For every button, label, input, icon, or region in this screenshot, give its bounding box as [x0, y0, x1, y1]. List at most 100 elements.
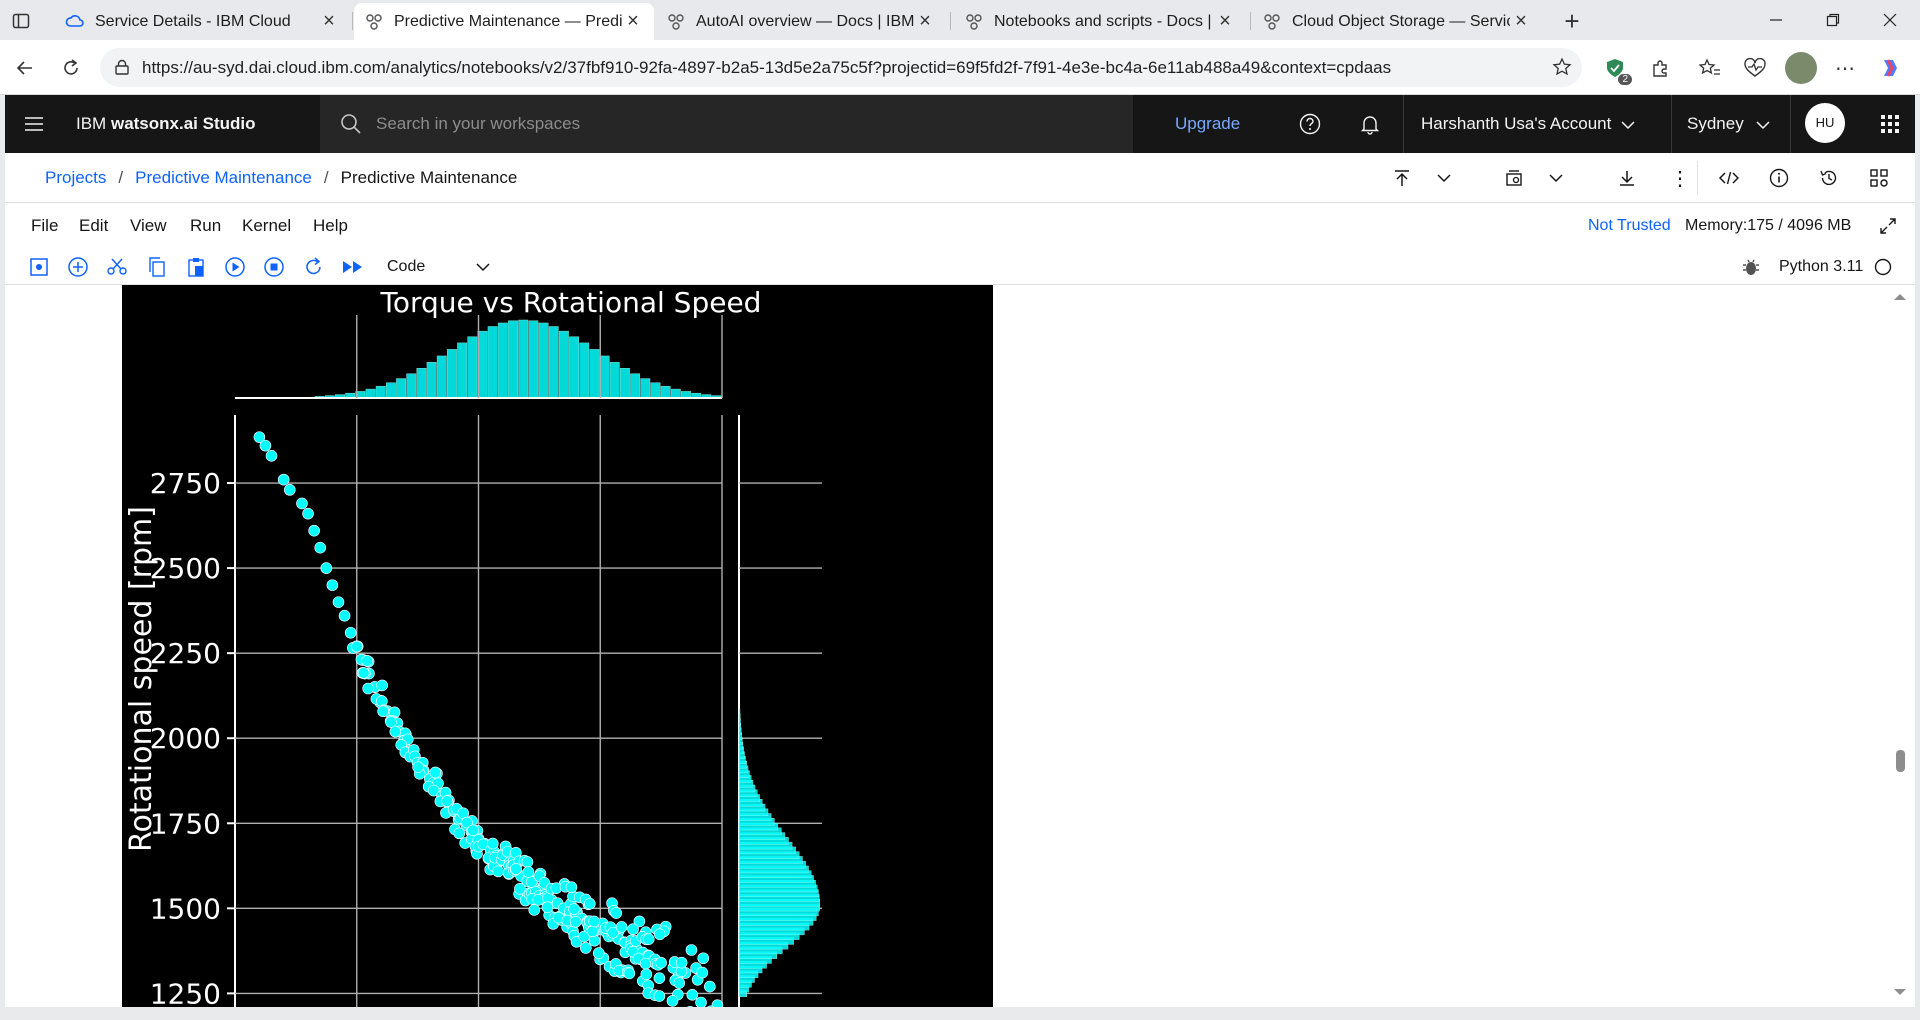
url-field[interactable]: https://au-syd.dai.cloud.ibm.com/analyti…	[100, 48, 1582, 87]
close-tab-icon[interactable]: ×	[919, 10, 931, 32]
tab-title: Predictive Maintenance — Predict	[394, 12, 622, 30]
data-assets-icon[interactable]	[1867, 166, 1891, 190]
scatter-point	[467, 824, 479, 837]
marginal-top-bar	[599, 355, 610, 399]
scatter-point	[675, 956, 688, 969]
menu-kernel[interactable]: Kernel	[242, 216, 292, 235]
fullscreen-icon[interactable]	[1877, 215, 1899, 237]
scatter-point	[357, 667, 370, 679]
profile-avatar[interactable]	[1785, 52, 1817, 84]
tab-cloud-object-storage[interactable]: Cloud Object Storage — Services ×	[1252, 3, 1542, 40]
breadcrumb-projects[interactable]: Projects	[45, 168, 107, 187]
scatter-point	[412, 761, 424, 773]
reload-icon[interactable]	[56, 53, 86, 83]
scatter-point	[653, 990, 666, 1002]
scatter-point	[588, 934, 601, 947]
marginal-top-bar	[365, 388, 376, 399]
tab-service-details[interactable]: Service Details - IBM Cloud ×	[55, 3, 350, 40]
notebook-scrollbar[interactable]	[1885, 285, 1915, 1007]
back-icon[interactable]	[10, 53, 40, 83]
minimize-icon[interactable]	[1748, 0, 1804, 40]
more-options-icon[interactable]: ⋯	[1835, 57, 1855, 80]
scatter-point	[615, 921, 628, 933]
tab-predictive-maintenance[interactable]: Predictive Maintenance — Predict ×	[354, 3, 654, 40]
stop-kernel-icon[interactable]	[261, 254, 287, 280]
scatter-point	[510, 863, 522, 875]
menu-help[interactable]: Help	[313, 216, 348, 235]
extensions-puzzle-icon[interactable]	[1645, 53, 1675, 83]
debugger-bug-icon[interactable]	[1738, 254, 1764, 280]
account-switcher[interactable]: Harshanth Usa's Account	[1421, 95, 1635, 153]
favorite-star-icon[interactable]	[1552, 57, 1572, 82]
breadcrumb-current: Predictive Maintenance	[340, 168, 518, 187]
save-icon[interactable]	[26, 254, 52, 280]
menu-edit[interactable]: Edit	[79, 216, 109, 235]
close-tab-icon[interactable]: ×	[323, 10, 335, 32]
tab-notebooks-scripts[interactable]: Notebooks and scripts - Docs | IB ×	[954, 3, 1246, 40]
chevron-down-icon	[1756, 96, 1770, 154]
app-switcher-icon[interactable]	[1877, 111, 1903, 137]
publish-icon[interactable]	[1390, 166, 1414, 190]
information-icon[interactable]	[1767, 166, 1791, 190]
notebook-toolbar: Code Python 3.11	[5, 249, 1915, 285]
cut-icon[interactable]	[104, 254, 130, 280]
marginal-top-bar	[518, 319, 529, 399]
close-window-icon[interactable]	[1862, 0, 1918, 40]
scatter-point	[711, 999, 724, 1007]
scatter-point	[704, 980, 716, 993]
marginal-top-histogram	[314, 319, 722, 399]
marginal-top-bar	[416, 368, 427, 399]
overflow-menu-icon[interactable]: ⋮	[1670, 167, 1690, 190]
new-tab-icon[interactable]: +	[1564, 5, 1580, 36]
marginal-top-bar	[630, 373, 641, 399]
chevron-down-icon[interactable]	[1544, 166, 1568, 190]
notifications-bell-icon[interactable]	[1357, 111, 1383, 137]
copilot-icon[interactable]	[1875, 53, 1905, 83]
menu-run[interactable]: Run	[190, 216, 222, 235]
tab-actions-icon[interactable]	[8, 8, 34, 34]
hamburger-menu-icon[interactable]	[21, 111, 47, 137]
favorites-list-icon[interactable]	[1695, 53, 1725, 83]
upgrade-link[interactable]: Upgrade	[1175, 114, 1241, 133]
tab-autoai-overview[interactable]: AutoAI overview — Docs | IBM wa ×	[656, 3, 946, 40]
help-icon[interactable]	[1297, 111, 1323, 137]
menu-view[interactable]: View	[130, 216, 167, 235]
close-tab-icon[interactable]: ×	[1515, 10, 1527, 32]
browser-essentials-icon[interactable]	[1740, 53, 1770, 83]
close-tab-icon[interactable]: ×	[627, 10, 639, 32]
add-cell-icon[interactable]	[65, 254, 91, 280]
region-switcher[interactable]: Sydney	[1687, 95, 1770, 153]
user-avatar[interactable]: HU	[1805, 103, 1845, 143]
breadcrumb-project[interactable]: Predictive Maintenance	[135, 168, 312, 187]
scatter-point	[461, 816, 473, 829]
copy-icon[interactable]	[144, 254, 170, 280]
code-snippets-icon[interactable]	[1717, 166, 1741, 190]
restart-kernel-icon[interactable]	[301, 254, 327, 280]
history-icon[interactable]	[1817, 166, 1841, 190]
chevron-down-icon[interactable]	[1432, 166, 1456, 190]
version-icon[interactable]	[1502, 166, 1526, 190]
download-icon[interactable]	[1615, 166, 1639, 190]
workspace-search[interactable]: Search in your workspaces	[320, 95, 1133, 153]
scatter-point	[296, 497, 308, 510]
scatter-point	[326, 579, 339, 591]
scatter-point	[338, 609, 351, 622]
restore-icon[interactable]	[1805, 0, 1861, 40]
shield-extension-icon[interactable]: 2	[1600, 53, 1632, 85]
cell-type-select[interactable]: Code	[387, 258, 426, 275]
trust-status[interactable]: Not Trusted	[1588, 217, 1671, 234]
run-all-icon[interactable]	[340, 254, 366, 280]
scatter-point	[351, 640, 363, 653]
run-cell-icon[interactable]	[222, 254, 248, 280]
marginal-top-bar	[497, 322, 508, 399]
menu-file[interactable]: File	[31, 216, 59, 235]
tab-title: Service Details - IBM Cloud	[95, 12, 291, 30]
close-tab-icon[interactable]: ×	[1219, 10, 1231, 32]
scatter-point	[453, 827, 466, 840]
site-info-icon[interactable]	[114, 59, 130, 80]
header-divider	[1671, 95, 1672, 153]
chevron-down-icon[interactable]	[470, 254, 496, 280]
paste-icon[interactable]	[183, 254, 209, 280]
app-brand[interactable]: IBM watsonx.ai Studio	[76, 95, 256, 153]
